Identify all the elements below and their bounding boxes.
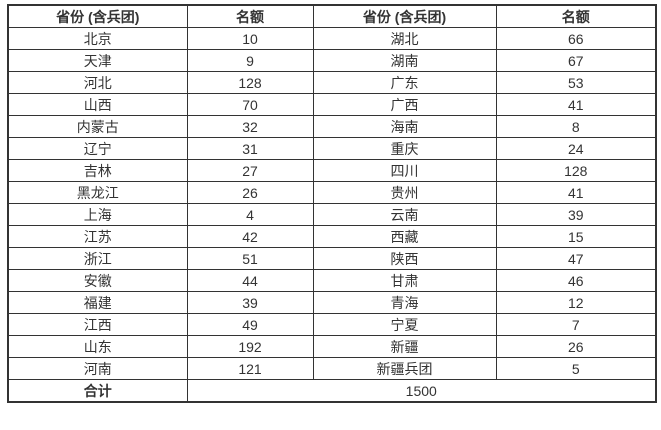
table-row: 山西 70 广西 41 bbox=[7, 93, 657, 116]
quota-cell: 67 bbox=[495, 49, 657, 72]
quota-cell: 121 bbox=[186, 357, 314, 380]
province-cell: 吉林 bbox=[7, 159, 188, 182]
quota-cell: 24 bbox=[495, 137, 657, 160]
province-cell: 四川 bbox=[312, 159, 497, 182]
quota-cell: 44 bbox=[186, 269, 314, 292]
table-row: 吉林 27 四川 128 bbox=[7, 159, 657, 182]
table-row: 浙江 51 陕西 47 bbox=[7, 247, 657, 270]
province-cell: 广西 bbox=[312, 93, 497, 116]
quota-cell: 41 bbox=[495, 93, 657, 116]
table-row: 河南 121 新疆兵团 5 bbox=[7, 357, 657, 380]
table-row: 河北 128 广东 53 bbox=[7, 71, 657, 94]
province-cell: 安徽 bbox=[7, 269, 188, 292]
quota-cell: 7 bbox=[495, 313, 657, 336]
quota-cell: 26 bbox=[186, 181, 314, 204]
province-cell: 辽宁 bbox=[7, 137, 188, 160]
province-cell: 云南 bbox=[312, 203, 497, 226]
quota-cell: 41 bbox=[495, 181, 657, 204]
header-quota-left: 名额 bbox=[186, 4, 314, 28]
province-cell: 宁夏 bbox=[312, 313, 497, 336]
header-quota-right: 名额 bbox=[495, 4, 657, 28]
quota-cell: 12 bbox=[495, 291, 657, 314]
table-row: 山东 192 新疆 26 bbox=[7, 335, 657, 358]
quota-cell: 128 bbox=[495, 159, 657, 182]
quota-cell: 27 bbox=[186, 159, 314, 182]
province-cell: 黑龙江 bbox=[7, 181, 188, 204]
province-cell: 内蒙古 bbox=[7, 115, 188, 138]
table-row: 黑龙江 26 贵州 41 bbox=[7, 181, 657, 204]
province-cell: 湖南 bbox=[312, 49, 497, 72]
total-value: 1500 bbox=[186, 379, 657, 403]
table-row: 安徽 44 甘肃 46 bbox=[7, 269, 657, 292]
quota-cell: 42 bbox=[186, 225, 314, 248]
quota-cell: 53 bbox=[495, 71, 657, 94]
province-cell: 湖北 bbox=[312, 27, 497, 50]
total-label: 合计 bbox=[7, 379, 188, 403]
table-row: 江西 49 宁夏 7 bbox=[7, 313, 657, 336]
header-row: 省份 (含兵团) 名额 省份 (含兵团) 名额 bbox=[7, 4, 657, 28]
quota-cell: 9 bbox=[186, 49, 314, 72]
table-row: 江苏 42 西藏 15 bbox=[7, 225, 657, 248]
province-cell: 河南 bbox=[7, 357, 188, 380]
province-cell: 海南 bbox=[312, 115, 497, 138]
table-row: 天津 9 湖南 67 bbox=[7, 49, 657, 72]
province-cell: 福建 bbox=[7, 291, 188, 314]
table-body: 北京 10 湖北 66 天津 9 湖南 67 河北 128 广东 53 山西 70 广西 41 内蒙古 32 海南 8… bbox=[7, 27, 657, 380]
quota-cell: 51 bbox=[186, 247, 314, 270]
table-footer: 合计 1500 bbox=[7, 379, 657, 403]
province-cell: 新疆 bbox=[312, 335, 497, 358]
quota-cell: 46 bbox=[495, 269, 657, 292]
table-row: 北京 10 湖北 66 bbox=[7, 27, 657, 50]
province-cell: 上海 bbox=[7, 203, 188, 226]
quota-cell: 66 bbox=[495, 27, 657, 50]
quota-cell: 39 bbox=[495, 203, 657, 226]
province-cell: 甘肃 bbox=[312, 269, 497, 292]
table-row: 福建 39 青海 12 bbox=[7, 291, 657, 314]
province-cell: 山西 bbox=[7, 93, 188, 116]
province-cell: 重庆 bbox=[312, 137, 497, 160]
province-cell: 广东 bbox=[312, 71, 497, 94]
quota-cell: 39 bbox=[186, 291, 314, 314]
quota-cell: 192 bbox=[186, 335, 314, 358]
table-row: 内蒙古 32 海南 8 bbox=[7, 115, 657, 138]
header-province-left: 省份 (含兵团) bbox=[7, 4, 188, 28]
province-cell: 江苏 bbox=[7, 225, 188, 248]
quota-cell: 10 bbox=[186, 27, 314, 50]
table-row: 辽宁 31 重庆 24 bbox=[7, 137, 657, 160]
province-cell: 河北 bbox=[7, 71, 188, 94]
quota-cell: 26 bbox=[495, 335, 657, 358]
quota-cell: 128 bbox=[186, 71, 314, 94]
province-cell: 贵州 bbox=[312, 181, 497, 204]
quota-cell: 32 bbox=[186, 115, 314, 138]
province-cell: 天津 bbox=[7, 49, 188, 72]
province-quota-table: 省份 (含兵团) 名额 省份 (含兵团) 名额 北京 10 湖北 66 天津 9 湖南 67 河… bbox=[7, 4, 657, 403]
header-province-right: 省份 (含兵团) bbox=[312, 4, 497, 28]
quota-cell: 70 bbox=[186, 93, 314, 116]
province-cell: 西藏 bbox=[312, 225, 497, 248]
quota-cell: 49 bbox=[186, 313, 314, 336]
table-wrapper: 省份 (含兵团) 名额 省份 (含兵团) 名额 北京 10 湖北 66 天津 9 湖南 67 河… bbox=[7, 4, 657, 403]
province-cell: 江西 bbox=[7, 313, 188, 336]
total-row: 合计 1500 bbox=[7, 379, 657, 403]
province-cell: 北京 bbox=[7, 27, 188, 50]
province-cell: 青海 bbox=[312, 291, 497, 314]
quota-cell: 31 bbox=[186, 137, 314, 160]
quota-cell: 4 bbox=[186, 203, 314, 226]
province-cell: 山东 bbox=[7, 335, 188, 358]
province-cell: 新疆兵团 bbox=[312, 357, 497, 380]
quota-cell: 8 bbox=[495, 115, 657, 138]
quota-cell: 5 bbox=[495, 357, 657, 380]
quota-cell: 15 bbox=[495, 225, 657, 248]
province-cell: 浙江 bbox=[7, 247, 188, 270]
table-row: 上海 4 云南 39 bbox=[7, 203, 657, 226]
province-cell: 陕西 bbox=[312, 247, 497, 270]
quota-cell: 47 bbox=[495, 247, 657, 270]
